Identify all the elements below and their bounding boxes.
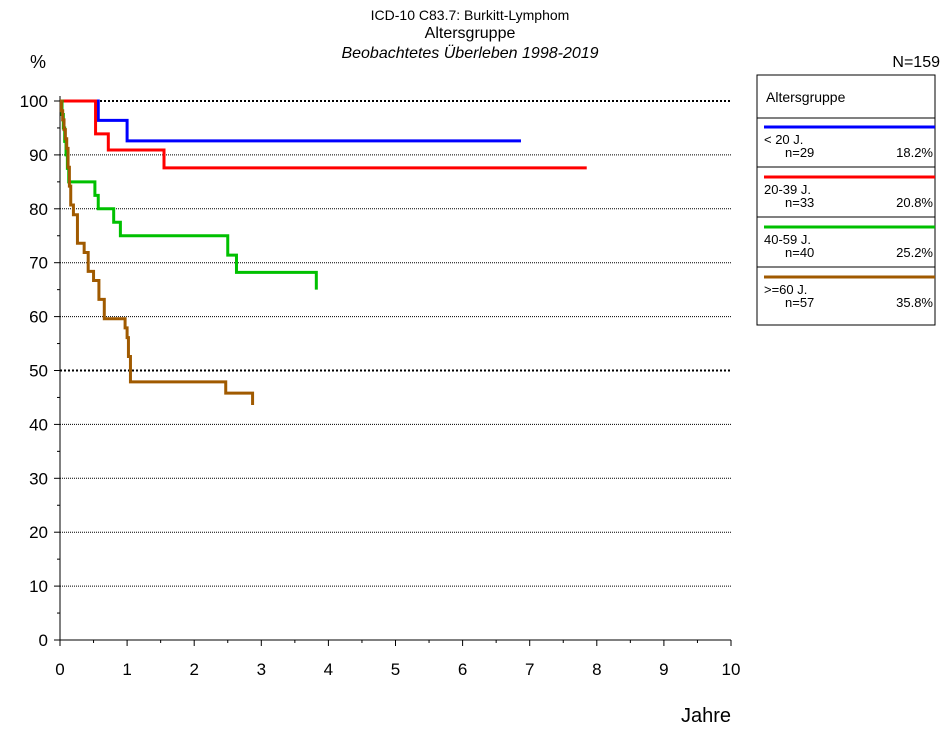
legend-share: 20.8% [896, 195, 933, 210]
x-tick-label: 6 [458, 660, 467, 679]
x-tick-label: 10 [722, 660, 741, 679]
x-tick-label: 8 [592, 660, 601, 679]
y-tick-label: 60 [29, 308, 48, 327]
x-tick-label: 7 [525, 660, 534, 679]
legend-share: 35.8% [896, 295, 933, 310]
legend-count: n=57 [785, 295, 814, 310]
chart-title: ICD-10 C83.7: Burkitt-Lymphom [371, 7, 570, 23]
y-tick-label: 0 [39, 631, 48, 650]
legend-box [756, 74, 936, 326]
legend-count: n=33 [785, 195, 814, 210]
survival-curve [60, 99, 318, 290]
legend-share: 25.2% [896, 245, 933, 260]
x-tick-label: 9 [659, 660, 668, 679]
y-tick-label: 70 [29, 254, 48, 273]
y-tick-label: 50 [29, 362, 48, 381]
legend-count: n=29 [785, 145, 814, 160]
survival-curve [60, 99, 521, 143]
x-tick-label: 0 [55, 660, 64, 679]
y-tick-label: 10 [29, 577, 48, 596]
y-tick-label: 30 [29, 469, 48, 488]
chart-subtitle: Altersgruppe [425, 25, 516, 42]
y-axis-label: % [30, 52, 46, 72]
x-tick-label: 2 [189, 660, 198, 679]
legend-label: < 20 J. [764, 132, 803, 147]
x-axis-label: Jahre [681, 705, 731, 727]
y-tick-label: 20 [29, 523, 48, 542]
survival-curve [59, 99, 255, 405]
x-tick-label: 5 [391, 660, 400, 679]
total-label: N=159 [892, 54, 940, 71]
legend-count: n=40 [785, 245, 814, 260]
legend-label: >=60 J. [764, 282, 807, 297]
y-tick-label: 80 [29, 200, 48, 219]
x-tick-label: 1 [122, 660, 131, 679]
x-tick-label: 3 [257, 660, 266, 679]
y-tick-label: 40 [29, 415, 48, 434]
legend-label: 40-59 J. [764, 232, 811, 247]
y-tick-label: 90 [29, 146, 48, 165]
legend-label: 20-39 J. [764, 182, 811, 197]
legend-title: Altersgruppe [766, 89, 846, 105]
x-tick-label: 4 [324, 660, 333, 679]
chart-subtitle: Beobachtetes Überleben 1998-2019 [341, 44, 598, 62]
legend-share: 18.2% [896, 145, 933, 160]
survival-curve [60, 99, 587, 170]
y-tick-label: 100 [20, 92, 48, 111]
